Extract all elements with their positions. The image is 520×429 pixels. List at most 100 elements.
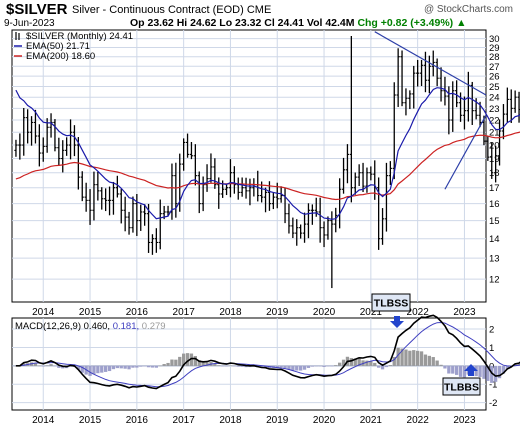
histogram-bar xyxy=(135,365,139,368)
histogram-bar xyxy=(497,365,502,379)
histogram-bar xyxy=(111,365,116,370)
histogram-bar xyxy=(37,365,41,367)
support-trendline xyxy=(444,115,487,190)
source-credit[interactable]: @ StockCharts.com xyxy=(423,4,513,15)
instrument-name: Silver - Continuous Contract (EOD) xyxy=(72,4,244,16)
price-tick-label: 15 xyxy=(489,216,500,227)
histogram-bar xyxy=(170,359,174,366)
ema50-line xyxy=(15,87,520,220)
exchange-label: CME xyxy=(246,4,272,16)
price-panel xyxy=(11,29,487,303)
histogram-bar xyxy=(462,365,467,378)
year-tick-label: 2017 xyxy=(173,307,196,318)
chart-symbol: $SILVER xyxy=(6,1,68,18)
histogram-bar xyxy=(61,365,65,369)
histogram-bar xyxy=(139,365,143,367)
macd-histogram xyxy=(14,347,520,383)
macd-tick-label: -2 xyxy=(489,398,497,409)
histogram-bar xyxy=(447,365,451,374)
histogram-bar xyxy=(166,362,170,366)
histogram-bar xyxy=(373,362,377,366)
histogram-bar xyxy=(80,365,84,373)
histogram-bar xyxy=(158,365,162,367)
histogram-bar xyxy=(197,360,201,366)
histogram-bar xyxy=(400,348,404,366)
histogram-bar xyxy=(423,354,428,366)
price-tick-label: 14 xyxy=(489,234,500,245)
histogram-bar xyxy=(478,365,482,377)
histogram-bar xyxy=(244,365,248,368)
histogram-bar xyxy=(326,365,330,367)
histogram-bar xyxy=(486,365,490,381)
histogram-bar xyxy=(162,364,166,366)
histogram-bar xyxy=(189,353,194,366)
histogram-bar xyxy=(119,365,123,369)
price-tick-label: 16 xyxy=(489,199,500,210)
histogram-bar xyxy=(380,365,385,370)
histogram-bar xyxy=(412,350,416,366)
histogram-bar xyxy=(490,365,494,383)
year-tick-label: 2022 xyxy=(407,415,430,426)
histogram-bar xyxy=(275,365,279,368)
histogram-bar xyxy=(57,365,61,368)
histogram-bar xyxy=(100,365,104,373)
resistance-trendline xyxy=(374,31,487,96)
histogram-bar xyxy=(310,365,314,367)
histogram-bar xyxy=(396,347,400,366)
histogram-bar xyxy=(104,365,108,372)
macd-line xyxy=(15,314,520,390)
price-tick-label: 27 xyxy=(489,62,500,73)
histogram-bar xyxy=(53,365,57,367)
legend-ema50: EMA(50) 21.71 xyxy=(26,41,90,52)
histogram-bar xyxy=(123,365,127,369)
histogram-bar xyxy=(68,365,73,367)
histogram-bar xyxy=(416,350,420,366)
year-tick-label: 2018 xyxy=(219,307,242,318)
legend-ema200: EMA(200) 18.60 xyxy=(26,51,95,62)
histogram-bar xyxy=(314,365,318,367)
histogram-bar xyxy=(193,356,197,366)
histogram-bar xyxy=(419,351,424,366)
price-tick-label: 13 xyxy=(489,254,500,265)
histogram-bar xyxy=(306,365,311,368)
histogram-bar xyxy=(92,365,96,375)
macd-tick-label: 1 xyxy=(489,343,494,354)
year-tick-label: 2014 xyxy=(32,307,55,318)
histogram-bar xyxy=(501,365,506,374)
ohlc-values: Op 23.62 Hi 24.62 Lo 23.32 Cl 24.41 Vol … xyxy=(130,17,355,29)
histogram-bar xyxy=(228,365,233,366)
histogram-bar xyxy=(295,365,299,371)
tlbbs-label: TLBBS xyxy=(444,382,479,394)
price-tick-label: 21 xyxy=(489,128,500,139)
histogram-bar xyxy=(392,356,396,366)
year-tick-label: 2023 xyxy=(453,415,476,426)
price-tick-label: 20 xyxy=(489,141,500,152)
histogram-bar xyxy=(107,365,112,372)
year-tick-label: 2021 xyxy=(360,415,383,426)
histogram-bar xyxy=(377,365,381,368)
histogram-bar xyxy=(435,360,439,366)
price-tick-label: 22 xyxy=(489,116,500,127)
year-tick-label: 2015 xyxy=(79,415,102,426)
ema200-line xyxy=(15,131,520,201)
histogram-bar xyxy=(427,355,431,366)
histogram-bar xyxy=(431,357,435,366)
arrow-down-icon xyxy=(390,316,404,328)
histogram-bar xyxy=(182,353,186,366)
histogram-bar xyxy=(365,360,369,366)
legend-price: $SILVER (Monthly) 24.41 xyxy=(26,31,133,42)
histogram-bar xyxy=(88,365,92,376)
histogram-bar xyxy=(143,365,147,367)
tlbbs-callout xyxy=(442,377,481,396)
histogram-bar xyxy=(404,349,408,366)
ohlc-summary: Op 23.62 Hi 24.62 Lo 23.32 Cl 24.41 Vol … xyxy=(130,17,466,29)
year-tick-label: 2021 xyxy=(360,307,383,318)
histogram-bar xyxy=(41,365,45,367)
price-tick-label: 29 xyxy=(489,43,500,54)
histogram-bar xyxy=(236,365,240,367)
histogram-bar xyxy=(76,365,80,370)
year-tick-label: 2016 xyxy=(126,307,149,318)
histogram-bar xyxy=(232,365,236,367)
histogram-bar xyxy=(217,365,221,366)
